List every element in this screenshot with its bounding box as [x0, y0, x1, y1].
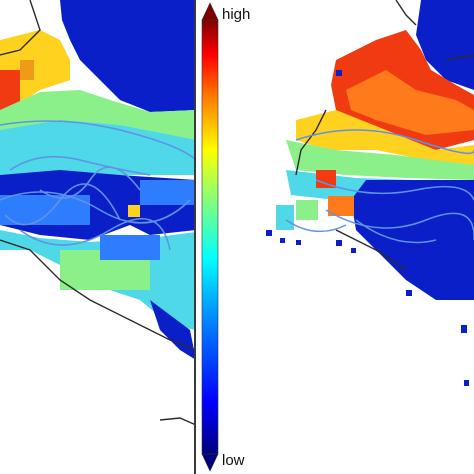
left-coastline	[0, 0, 196, 426]
left-map-panel	[0, 0, 196, 474]
colorbar-svg	[201, 2, 219, 472]
colorbar-high-label: high	[222, 6, 251, 23]
left-map-svg	[0, 0, 196, 474]
right-low-sea-region	[416, 0, 474, 90]
left-panel-border	[194, 0, 196, 474]
right-scatter-pixels	[266, 70, 469, 386]
colorbar-high-arrow	[201, 2, 219, 21]
right-coastline	[295, 0, 474, 271]
left-low-sea-region	[60, 0, 196, 112]
colorbar	[198, 0, 256, 474]
right-map-svg	[256, 0, 474, 474]
right-map-panel	[256, 0, 474, 474]
right-high-band	[296, 110, 474, 165]
right-low-lower-region	[351, 180, 474, 300]
colorbar-low-label: low	[222, 452, 245, 469]
left-vessel-tracks	[0, 120, 196, 251]
right-vessel-tracks	[285, 129, 474, 244]
colorbar-low-arrow	[201, 453, 219, 472]
colorbar-gradient	[201, 19, 219, 455]
